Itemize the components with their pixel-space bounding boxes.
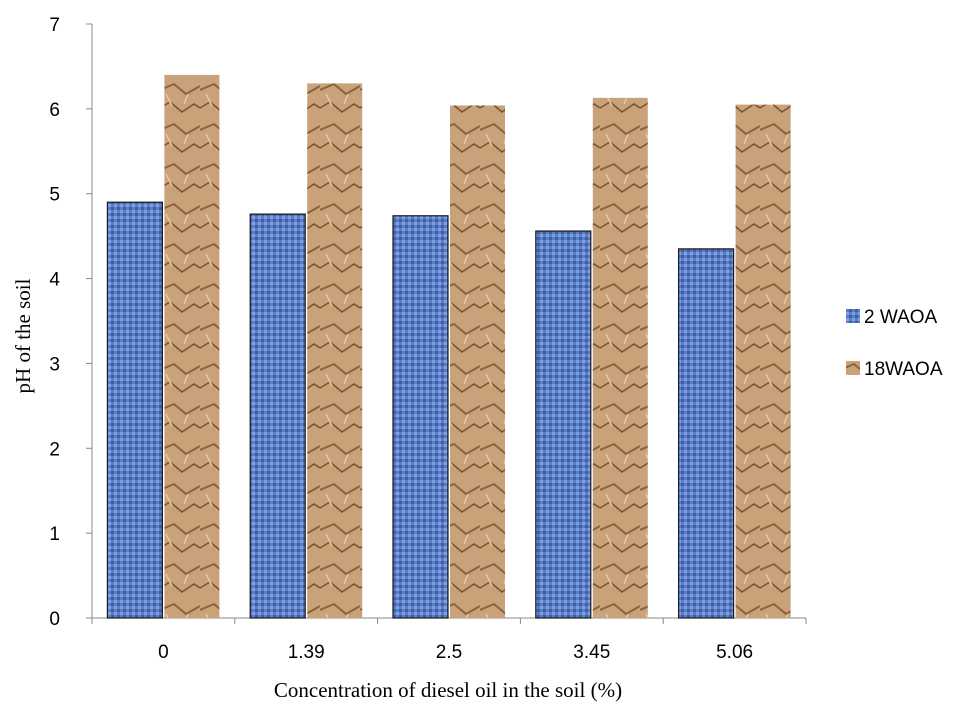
x-tick-label: 3.45 bbox=[573, 642, 610, 663]
y-tick-label: 1 bbox=[49, 524, 60, 545]
bar-2waoa-2 bbox=[392, 215, 449, 619]
bar-18waoa-1 bbox=[307, 83, 363, 618]
bar-2waoa-3 bbox=[535, 230, 592, 619]
bar-18waoa-0 bbox=[164, 74, 220, 618]
bars bbox=[106, 74, 791, 619]
y-tick-label: 3 bbox=[49, 354, 60, 375]
bar-18waoa-3 bbox=[592, 97, 648, 619]
y-ticks: 0 1 2 3 4 5 6 7 bbox=[49, 15, 92, 630]
y-axis-title: pH of the soil bbox=[11, 278, 35, 393]
y-tick-label: 2 bbox=[49, 439, 60, 460]
legend-label: 2 WAOA bbox=[864, 307, 938, 328]
x-tick-label: 5.06 bbox=[716, 642, 753, 663]
legend-swatch bbox=[846, 361, 860, 375]
y-tick-label: 6 bbox=[49, 100, 60, 121]
x-tick-label: 2.5 bbox=[436, 642, 462, 663]
y-tick-label: 0 bbox=[49, 609, 60, 630]
x-axis-title: Concentration of diesel oil in the soil … bbox=[274, 678, 622, 702]
legend-swatch bbox=[846, 309, 860, 323]
bar-2waoa-4 bbox=[677, 248, 735, 619]
y-tick-label: 5 bbox=[49, 185, 60, 206]
x-ticks: 0 1.39 2.5 3.45 5.06 bbox=[91, 618, 807, 663]
bar-2waoa-0 bbox=[106, 201, 164, 619]
bar-2waoa-1 bbox=[249, 213, 306, 619]
legend-label: 18WAOA bbox=[864, 359, 943, 380]
x-tick-label: 1.39 bbox=[288, 642, 325, 663]
y-tick-label: 7 bbox=[49, 15, 60, 36]
bar-18waoa-4 bbox=[735, 104, 791, 619]
legend: 2 WAOA 18WAOA bbox=[846, 307, 943, 380]
y-tick-label: 4 bbox=[49, 270, 60, 291]
x-tick-label: 0 bbox=[158, 642, 169, 663]
bar-18waoa-2 bbox=[450, 105, 505, 618]
